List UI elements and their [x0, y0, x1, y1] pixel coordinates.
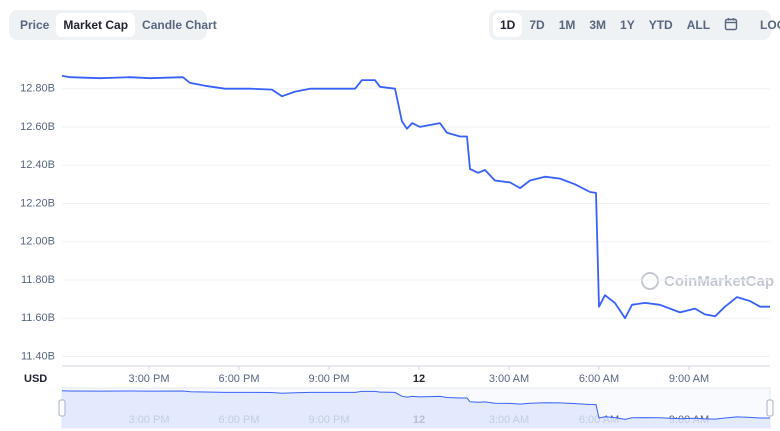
watermark-text: CoinMarketCap [664, 273, 774, 290]
line [61, 74, 770, 320]
navigator [61, 387, 771, 429]
navigator-tick-label: 6:00 AM [579, 414, 619, 426]
x-tick-label: 9:00 AM [669, 373, 709, 385]
range-bar: 1D 7D 1M 3M 1Y YTD ALL LOG [489, 10, 780, 40]
range-button[interactable]: 3M [589, 18, 607, 32]
currency-label: USD [24, 373, 47, 385]
navigator-tick-label: 9:00 PM [309, 414, 350, 426]
navigator-handle [766, 399, 774, 417]
y-tick-label: 12.00B [20, 236, 55, 248]
navigator-line [61, 390, 770, 420]
y-tick-label: 12.80B [20, 83, 55, 95]
range-button[interactable]: 1D [493, 13, 523, 37]
tab-bar: Price Market Cap Candle Chart [9, 10, 217, 40]
log-button[interactable]: LOG [760, 18, 780, 32]
tab[interactable]: Price [20, 18, 50, 32]
range-button[interactable]: 1M [558, 18, 576, 32]
navigator-handle [58, 399, 66, 417]
range-button[interactable]: 7D [529, 18, 545, 32]
x-tick-label: 6:00 PM [219, 373, 260, 385]
x-tick-label: 9:00 PM [309, 373, 350, 385]
navigator-tick-label: 3:00 AM [489, 414, 529, 426]
range-button[interactable]: 1Y [620, 18, 635, 32]
y-tick-label: 12.40B [20, 159, 55, 171]
calendar-button[interactable] [717, 12, 745, 39]
tab[interactable]: Market Cap [56, 13, 136, 37]
y-tick-label: 12.20B [20, 197, 55, 209]
x-tick-label: 6:00 AM [579, 373, 619, 385]
y-tick-label: 12.60B [20, 121, 55, 133]
x-tick-label: 3:00 AM [489, 373, 529, 385]
tab[interactable]: Candle Chart [142, 18, 217, 32]
range-button[interactable]: YTD [648, 18, 673, 32]
x-tick-label: 3:00 PM [129, 373, 170, 385]
navigator-area [62, 390, 770, 428]
watermark: CoinMarketCap [641, 272, 774, 290]
range-button[interactable]: ALL [686, 18, 711, 32]
navigator-tick-label: 12 [413, 414, 425, 426]
y-tick-label: 11.60B [21, 312, 55, 324]
navigator-tick-label: 3:00 PM [129, 414, 170, 426]
navigator-tick-label: 9:00 AM [669, 414, 709, 426]
navigator-tick-label: 6:00 PM [219, 414, 260, 426]
y-tick-label: 11.40B [21, 350, 55, 362]
y-tick-label: 11.80B [21, 274, 55, 286]
x-tick-label: 12 [413, 373, 425, 385]
calendar-icon [724, 17, 738, 30]
